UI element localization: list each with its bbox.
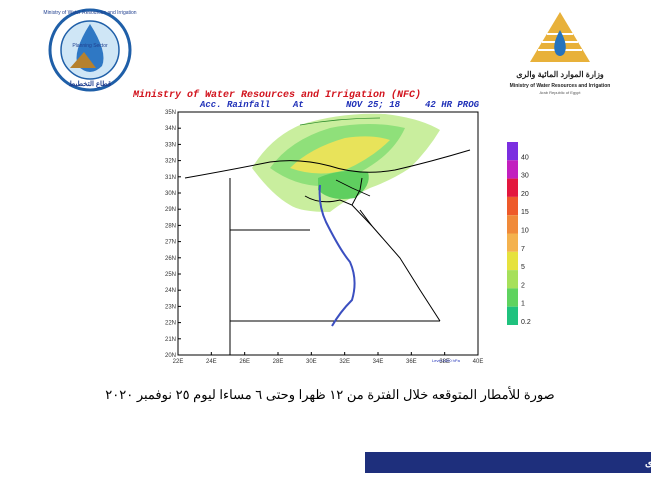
map-forecast: 42 HR PROG [425,100,480,110]
logo-country: Arab Republic of Egypt [540,90,582,95]
map-product: Acc. Rainfall [199,100,270,110]
lat-label: 27N [165,240,176,246]
lat-label: 21N [165,337,176,343]
lat-label: 35N [165,110,176,116]
legend-swatch [507,306,518,325]
legend-swatch [507,288,518,307]
lon-label: 24E [206,359,217,365]
legend-swatch [507,215,518,234]
lat-label: 31N [165,175,176,181]
legend-swatch [507,196,518,216]
map-at: At [292,100,304,110]
lon-label: 28E [273,359,284,365]
lat-label: 32N [165,159,176,165]
legend-label: 0.2 [521,319,531,326]
map-level: Level 1000 hPa [432,358,461,363]
logo-english: Ministry of Water Resources and Irrigati… [510,83,611,89]
legend-label: 20 [521,191,529,198]
lat-label: 22N [165,321,176,327]
lon-label: 38E [439,359,450,365]
legend-label: 10 [521,228,529,235]
map-title: Ministry of Water Resources and Irrigati… [132,89,421,101]
lon-label: 40E [473,359,484,365]
legend-label: 1 [521,301,525,308]
lat-label: 33N [165,142,176,148]
legend-swatch [507,270,518,289]
logo-arabic: قطاع التخطيط [69,80,112,88]
legend-label: 2 [521,282,525,289]
lat-label: 24N [165,288,176,294]
legend-label: 40 [521,154,529,161]
caption: صورة للأمطار المتوقعه خلال الفترة من ١٢ … [105,386,554,403]
footer-bar [365,452,651,473]
logo-ring-text: Ministry of Water Resources and Irrigati… [43,10,136,16]
lon-label: 26E [239,359,250,365]
map-ticks: 35N 34N 33N 32N 31N 30N 29N 28N 27N 26N 25N 24N 23N 2… [165,110,483,365]
legend-swatch [507,233,518,252]
lat-label: 25N [165,272,176,278]
legend-label: 5 [521,264,525,271]
lon-label: 22E [173,359,184,365]
legend-label: 15 [521,209,529,216]
lat-label: 26N [165,256,176,262]
lat-label: 34N [165,126,176,132]
footer: إعداد مركز التنبؤ - قطاع التخطيط - وزارة… [645,458,656,469]
lat-label: 30N [165,191,176,197]
lon-label: 36E [406,359,417,365]
lat-label: 29N [165,207,176,213]
legend-swatch [507,142,518,161]
legend-swatch [507,178,518,197]
lon-label: 34E [373,359,384,365]
legend-label: 7 [521,246,525,253]
logo-sector: Planning Sector [72,43,108,49]
legend: 40 30 20 15 10 7 5 2 1 0.2 [507,142,531,326]
lat-label: 28N [165,223,176,229]
lon-label: 30E [306,359,317,365]
legend-label: 30 [521,173,529,180]
ministry-logo: وزارة الموارد المائية والرى Ministry of … [510,12,611,95]
lat-label: 20N [165,353,176,359]
map-time: NOV 25; 18 [346,100,401,110]
map [177,111,479,356]
legend-swatch [507,160,518,179]
legend-swatch [507,251,518,271]
logo-arabic: وزارة الموارد المائية والرى [516,70,604,80]
lat-label: 23N [165,304,176,310]
lon-label: 32E [339,359,350,365]
sector-logo: Ministry of Water Resources and Irrigati… [43,8,137,92]
